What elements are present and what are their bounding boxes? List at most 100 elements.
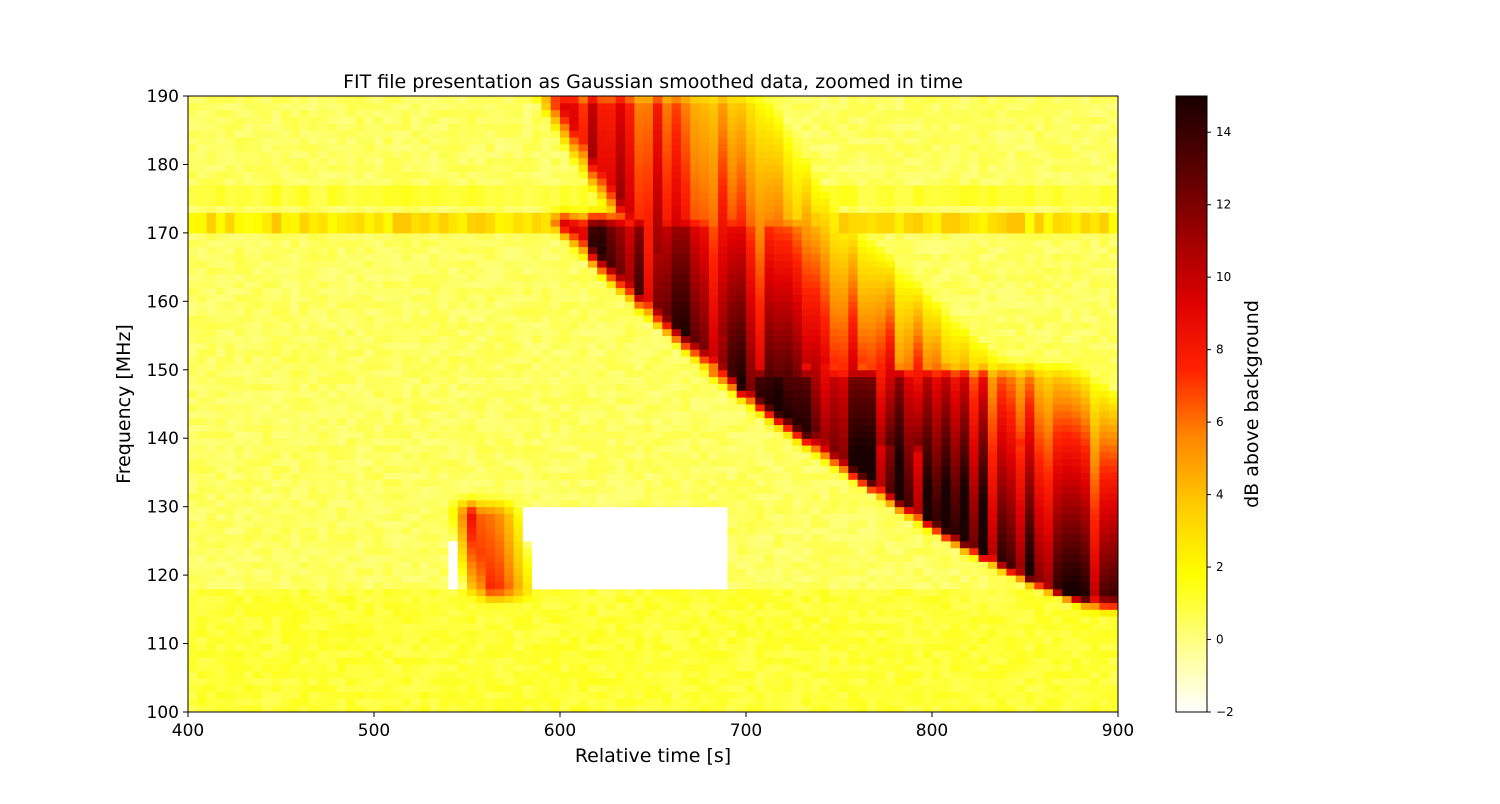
heatmap-cell (672, 452, 682, 459)
heatmap-cell (607, 486, 617, 493)
heatmap-cell (244, 582, 254, 589)
heatmap-cell (541, 219, 551, 226)
heatmap-cell (616, 185, 626, 192)
heatmap-cell (309, 431, 319, 438)
heatmap-cell (225, 452, 235, 459)
heatmap-cell (216, 349, 226, 356)
heatmap-cell (616, 425, 626, 432)
heatmap-cell (458, 164, 468, 171)
heatmap-cell (597, 322, 607, 329)
heatmap-cell (244, 561, 254, 568)
heatmap-cell (290, 219, 300, 226)
heatmap-cell (476, 103, 486, 110)
heatmap-cell (197, 555, 207, 562)
heatmap-cell (486, 644, 496, 651)
heatmap-cell (579, 226, 589, 233)
heatmap-cell (253, 247, 263, 254)
heatmap-cell (383, 644, 393, 651)
heatmap-cell (355, 212, 365, 219)
heatmap-cell (662, 623, 672, 630)
heatmap-cell (625, 288, 635, 295)
heatmap-cell (625, 377, 635, 384)
heatmap-cell (262, 267, 272, 274)
heatmap-cell (625, 589, 635, 596)
heatmap-cell (225, 548, 235, 555)
heatmap-cell (607, 637, 617, 644)
heatmap-cell (355, 137, 365, 144)
heatmap-cell (560, 637, 570, 644)
heatmap-cell (625, 267, 635, 274)
heatmap-cell (281, 616, 291, 623)
heatmap-cell (188, 390, 198, 397)
heatmap-cell (616, 233, 626, 240)
heatmap-cell (495, 623, 505, 630)
heatmap-cell (551, 164, 561, 171)
heatmap-cell (328, 671, 338, 678)
heatmap-cell (290, 137, 300, 144)
heatmap-cell (439, 151, 449, 158)
heatmap-cell (569, 411, 579, 418)
heatmap-cell (430, 691, 440, 698)
heatmap-cell (448, 329, 458, 336)
heatmap-cell (355, 329, 365, 336)
heatmap-cell (514, 445, 524, 452)
heatmap-cell (393, 637, 403, 644)
heatmap-cell (476, 466, 486, 473)
heatmap-cell (560, 315, 570, 322)
heatmap-cell (290, 644, 300, 651)
heatmap-cell (607, 322, 617, 329)
heatmap-cell (560, 383, 570, 390)
heatmap-cell (235, 206, 245, 213)
heatmap-cell (588, 329, 598, 336)
heatmap-cell (504, 493, 514, 500)
heatmap-cell (346, 233, 356, 240)
heatmap-cell (634, 212, 644, 219)
heatmap-cell (337, 96, 347, 103)
heatmap-cell (253, 219, 263, 226)
heatmap-cell (383, 698, 393, 705)
heatmap-cell (383, 274, 393, 281)
heatmap-cell (541, 479, 551, 486)
heatmap-cell (402, 301, 412, 308)
heatmap-cell (560, 274, 570, 281)
heatmap-cell (625, 137, 635, 144)
heatmap-cell (421, 356, 431, 363)
heatmap-cell (430, 507, 440, 514)
heatmap-cell (421, 206, 431, 213)
heatmap-cell (476, 158, 486, 165)
heatmap-cell (439, 212, 449, 219)
heatmap-cell (653, 164, 663, 171)
heatmap-cell (588, 370, 598, 377)
heatmap-cell (197, 370, 207, 377)
heatmap-cell (588, 671, 598, 678)
heatmap-cell (402, 685, 412, 692)
heatmap-cell (541, 623, 551, 630)
heatmap-cell (504, 363, 514, 370)
heatmap-cell (495, 431, 505, 438)
heatmap-cell (597, 212, 607, 219)
heatmap-cell (616, 144, 626, 151)
heatmap-cell (328, 226, 338, 233)
heatmap-cell (402, 240, 412, 247)
heatmap-cell (374, 206, 384, 213)
heatmap-cell (393, 561, 403, 568)
heatmap-cell (551, 342, 561, 349)
heatmap-cell (439, 561, 449, 568)
heatmap-cell (514, 431, 524, 438)
heatmap-cell (607, 644, 617, 651)
heatmap-cell (309, 664, 319, 671)
heatmap-cell (681, 418, 691, 425)
heatmap-cell (458, 514, 468, 521)
heatmap-cell (365, 404, 375, 411)
heatmap-cell (365, 705, 375, 712)
heatmap-cell (355, 171, 365, 178)
heatmap-cell (235, 151, 245, 158)
heatmap-cell (439, 117, 449, 124)
heatmap-cell (495, 212, 505, 219)
heatmap-cell (309, 151, 319, 158)
heatmap-cell (262, 110, 272, 117)
heatmap-cell (439, 425, 449, 432)
heatmap-cell (421, 130, 431, 137)
heatmap-cell (290, 507, 300, 514)
heatmap-cell (634, 199, 644, 206)
